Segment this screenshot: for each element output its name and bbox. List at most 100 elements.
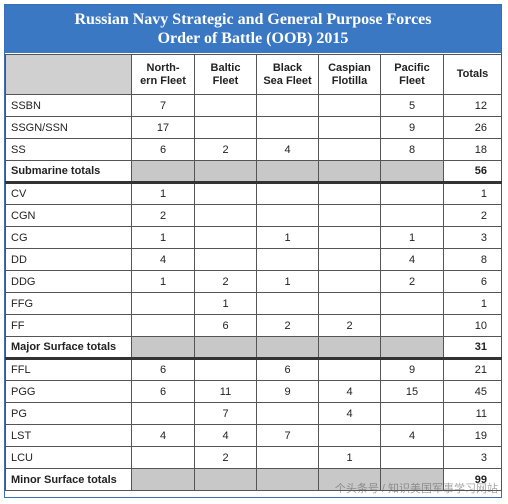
cell-total: 56 (443, 160, 502, 184)
cell-northern (131, 292, 195, 315)
cell-pacific (380, 292, 444, 315)
cell-black-sea (256, 248, 319, 271)
cell-caspian (318, 138, 381, 161)
shaded-cell (256, 336, 319, 360)
table-row: CV 1 1 (5, 181, 502, 205)
cell-pacific: 4 (380, 248, 444, 271)
cell-pacific (380, 181, 444, 205)
header-caspian-flotilla: Caspian Flotilla (318, 54, 381, 95)
shaded-cell (256, 468, 319, 491)
cell-caspian: 4 (318, 402, 381, 425)
cell-black-sea: 1 (256, 226, 319, 249)
cell-black-sea: 9 (256, 380, 319, 403)
cell-total: 8 (443, 248, 502, 271)
oob-table: North-ern Fleet Baltic Fleet Black Sea Fle… (5, 54, 502, 491)
header-row: North-ern Fleet Baltic Fleet Black Sea Fle… (5, 54, 502, 95)
cell-caspian (318, 270, 381, 293)
cell-pacific: 4 (380, 424, 444, 447)
cell-total: 6 (443, 270, 502, 293)
table-row: LCU 2 1 3 (5, 446, 502, 469)
cell-total: 26 (443, 116, 502, 139)
cell-total: 1 (443, 181, 502, 205)
cell-northern: 17 (131, 116, 195, 139)
row-label: LST (5, 424, 132, 447)
minor-surface-totals-row: Minor Surface totals 99 (5, 468, 502, 491)
cell-caspian (318, 181, 381, 205)
row-label: FFG (5, 292, 132, 315)
row-label: SS (5, 138, 132, 161)
cell-baltic (194, 248, 257, 271)
cell-total: 10 (443, 314, 502, 337)
row-label: CGN (5, 204, 132, 227)
row-label: SSBN (5, 94, 132, 117)
cell-caspian: 1 (318, 446, 381, 469)
row-label: DD (5, 248, 132, 271)
cell-northern: 4 (131, 248, 195, 271)
cell-black-sea: 1 (256, 270, 319, 293)
cell-baltic: 6 (194, 314, 257, 337)
cell-caspian (318, 204, 381, 227)
cell-baltic: 2 (194, 138, 257, 161)
cell-black-sea (256, 116, 319, 139)
oob-table-frame: Russian Navy Strategic and General Purpo… (4, 4, 502, 498)
header-pacific-fleet: Pacific Fleet (380, 54, 444, 95)
cell-black-sea: 7 (256, 424, 319, 447)
table-row: DD 4 4 8 (5, 248, 502, 271)
cell-pacific: 9 (380, 357, 444, 381)
cell-black-sea (256, 181, 319, 205)
shaded-cell (380, 160, 444, 184)
cell-pacific: 1 (380, 226, 444, 249)
cell-total: 3 (443, 226, 502, 249)
cell-northern: 1 (131, 226, 195, 249)
shaded-cell (131, 468, 195, 491)
row-label: Minor Surface totals (5, 468, 132, 491)
cell-northern: 7 (131, 94, 195, 117)
cell-northern: 6 (131, 380, 195, 403)
cell-total: 11 (443, 402, 502, 425)
row-label: Submarine totals (5, 160, 132, 184)
cell-northern: 4 (131, 424, 195, 447)
title-line-2: Order of Battle (OOB) 2015 (157, 30, 349, 47)
cell-pacific (380, 204, 444, 227)
cell-black-sea (256, 94, 319, 117)
cell-baltic (194, 226, 257, 249)
row-label: FFL (5, 357, 132, 381)
table-row: SSGN/SSN 17 9 26 (5, 116, 502, 139)
cell-black-sea: 2 (256, 314, 319, 337)
cell-black-sea (256, 446, 319, 469)
cell-pacific (380, 314, 444, 337)
table-row: SSBN 7 5 12 (5, 94, 502, 117)
cell-northern: 2 (131, 204, 195, 227)
row-label: PGG (5, 380, 132, 403)
cell-total: 21 (443, 357, 502, 381)
cell-baltic (194, 181, 257, 205)
cell-total: 3 (443, 446, 502, 469)
cell-northern: 6 (131, 138, 195, 161)
table-title: Russian Navy Strategic and General Purpo… (5, 5, 501, 53)
cell-caspian (318, 94, 381, 117)
cell-caspian (318, 424, 381, 447)
header-northern-fleet: North-ern Fleet (131, 54, 195, 95)
cell-northern: 6 (131, 357, 195, 381)
shaded-cell (131, 336, 195, 360)
cell-caspian (318, 116, 381, 139)
header-corner (5, 54, 132, 95)
cell-northern: 1 (131, 270, 195, 293)
table-row: PGG 6 11 9 4 15 45 (5, 380, 502, 403)
cell-pacific: 15 (380, 380, 444, 403)
cell-northern (131, 402, 195, 425)
major-surface-totals-row: Major Surface totals 31 (5, 336, 502, 360)
shaded-cell (194, 160, 257, 184)
row-label: CG (5, 226, 132, 249)
cell-pacific (380, 446, 444, 469)
cell-black-sea (256, 402, 319, 425)
shaded-cell (131, 160, 195, 184)
shaded-cell (194, 336, 257, 360)
cell-total: 18 (443, 138, 502, 161)
header-totals: Totals (443, 54, 502, 95)
shaded-cell (318, 336, 381, 360)
watermark: 个头条号 / 知识美国军事学习网站 (334, 483, 498, 495)
table-row: PG 7 4 11 (5, 402, 502, 425)
row-label: PG (5, 402, 132, 425)
cell-baltic: 2 (194, 270, 257, 293)
